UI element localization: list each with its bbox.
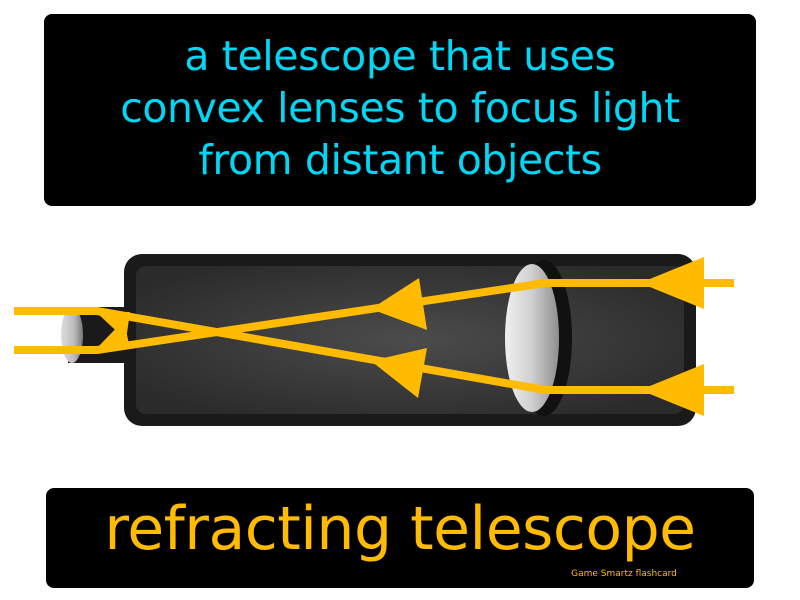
arrow-icon bbox=[640, 364, 704, 416]
arrow-icon bbox=[640, 257, 704, 309]
light-ray-lower bbox=[14, 307, 734, 394]
light-rays bbox=[14, 279, 734, 394]
arrow-icon bbox=[96, 320, 130, 349]
definition-text: a telescope that uses convex lenses to f… bbox=[44, 30, 756, 186]
term-card: refracting telescope Game Smartz flashca… bbox=[46, 488, 754, 588]
ray-arrows bbox=[96, 257, 704, 416]
arrow-icon bbox=[371, 348, 427, 398]
definition-line-1: a telescope that uses bbox=[184, 32, 616, 80]
definition-card: a telescope that uses convex lenses to f… bbox=[44, 14, 756, 206]
definition-line-2: convex lenses to focus light bbox=[120, 84, 680, 132]
refracting-telescope-illustration bbox=[14, 254, 734, 426]
light-ray-upper bbox=[14, 279, 734, 354]
term-title: refracting telescope bbox=[104, 494, 696, 564]
definition-line-3: from distant objects bbox=[198, 136, 602, 184]
objective-lens bbox=[505, 260, 572, 416]
credit-label: Game Smartz flashcard bbox=[571, 569, 677, 579]
arrow-icon bbox=[371, 278, 427, 330]
